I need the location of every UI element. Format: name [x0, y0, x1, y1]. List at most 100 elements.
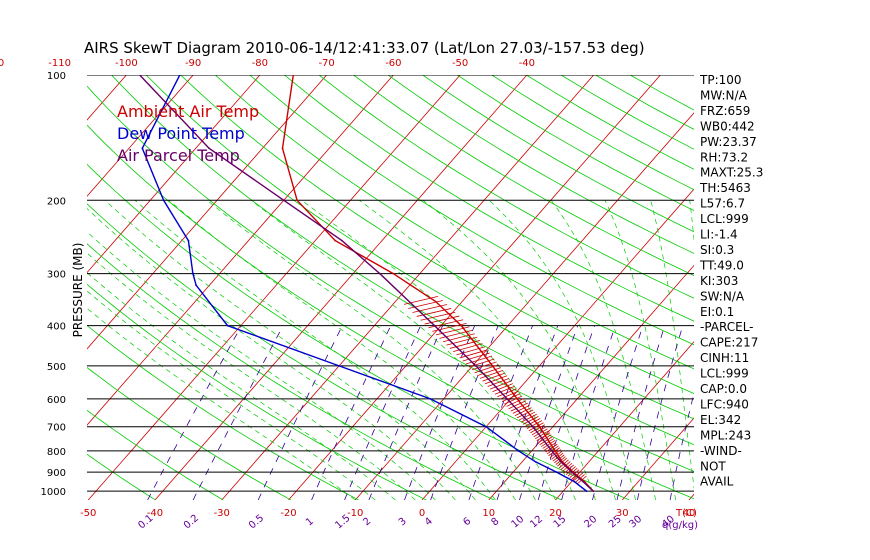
mixing-ratio-tick-label: 1: [304, 516, 316, 529]
series-point: [559, 460, 562, 463]
cape-hatch-line: [526, 420, 543, 429]
cape-hatch-line: [548, 447, 560, 457]
moist-adiabat-line: [87, 290, 376, 500]
bottom-temp-tick-label: 40: [683, 508, 696, 519]
series-point: [570, 471, 573, 474]
pressure-tick-label: 600: [47, 395, 66, 406]
isotherm-line: [221, 75, 594, 500]
series-point: [582, 481, 585, 483]
index-entry: NOT: [700, 459, 726, 473]
series-point: [338, 364, 340, 367]
series-point: [296, 199, 299, 202]
index-entry: SW:N/A: [700, 289, 745, 303]
axis-ticks: 1002003004005006007008009001000-120-110-…: [0, 58, 698, 531]
series-point: [554, 449, 557, 452]
cape-hatch-line: [528, 422, 544, 432]
index-entry: RH:73.2: [700, 150, 748, 164]
cape-hatch-line: [514, 407, 532, 417]
cape-hatch-line: [412, 304, 448, 313]
isotherm-line: [421, 188, 694, 500]
top-temp-tick-label: -50: [452, 58, 468, 69]
cape-hatch-line: [524, 418, 541, 427]
isotherm-line: [288, 75, 661, 500]
pressure-tick-label: 800: [47, 447, 66, 458]
series-point: [292, 75, 295, 76]
series-point: [573, 481, 576, 483]
cape-hatch-line: [516, 409, 534, 419]
top-temp-tick-label: -70: [318, 58, 334, 69]
series-point: [392, 272, 395, 275]
pressure-tick-label: 300: [47, 270, 66, 281]
index-entry: CAP:0.0: [700, 382, 747, 396]
mixing-ratio-line: [496, 325, 559, 500]
y-axis-label: PRESSURE (MB): [71, 243, 85, 338]
cape-hatch-line: [449, 340, 480, 349]
mixing-ratio-line: [404, 325, 476, 500]
cape-hatch-line: [446, 336, 478, 346]
mixing-ratio-line: [468, 325, 533, 500]
isotherm-line: [756, 75, 870, 500]
cape-hatch-line: [477, 367, 501, 376]
index-entry: WB0:442: [700, 119, 755, 133]
index-entry: TH:5463: [699, 181, 751, 195]
series-point: [141, 147, 144, 150]
mixing-ratio-tick-label: 3: [397, 516, 409, 529]
mixing-ratio-line: [192, 325, 284, 500]
dry-adiabat-line: [87, 163, 630, 500]
series-point: [208, 147, 210, 150]
cape-hatch-line: [501, 393, 521, 403]
index-entry: LFC:940: [700, 397, 749, 411]
cape-hatch-line: [416, 308, 452, 317]
moist-adiabat-line: [87, 307, 356, 500]
legend-entry: Air Parcel Temp: [117, 146, 240, 165]
top-temp-tick-label: -100: [115, 58, 138, 69]
pressure-tick-label: 700: [47, 423, 66, 434]
cape-hatch-line: [474, 364, 499, 374]
cape-hatch-line: [424, 315, 460, 325]
bottom-temp-tick-label: -30: [214, 508, 230, 519]
cape-hatch-line: [497, 388, 517, 398]
mixing-ratio-line: [637, 325, 684, 500]
mixing-ratio-tick-label: 12: [528, 514, 545, 531]
profile-series: [138, 75, 595, 493]
series-point: [550, 449, 553, 452]
cape-hatch-line: [533, 428, 548, 438]
series-point: [517, 449, 520, 452]
mixing-ratio-line: [311, 325, 392, 500]
cape-hatch-line: [543, 441, 557, 451]
bottom-temp-tick-label: -40: [147, 508, 163, 519]
legend-entry: Dew Point Temp: [117, 124, 245, 143]
dry-adiabat-line: [215, 75, 694, 370]
mixing-ratio-line: [669, 391, 694, 500]
bottom-temp-tick-label: 10: [482, 508, 495, 519]
mixing-ratio-tick-label: 4: [423, 516, 435, 529]
cape-hatch-line: [428, 319, 464, 329]
series-point: [178, 75, 181, 76]
mixing-ratio-line: [616, 325, 666, 500]
dry-adiabat-line: [318, 75, 694, 299]
mixing-ratio-tick-label: 10: [509, 514, 526, 531]
index-entry: PW:23.37: [700, 135, 757, 149]
dry-adiabat-line: [457, 75, 694, 212]
dry-adiabat-line: [87, 366, 292, 500]
isotherm-lines: [87, 75, 870, 500]
series-point: [475, 364, 477, 367]
dry-adiabat-line: [180, 75, 694, 394]
cape-hatch-line: [522, 416, 539, 425]
cape-hatch-line: [552, 452, 564, 462]
bottom-temp-tick-label: -20: [280, 508, 296, 519]
index-entry: LCL:999: [700, 212, 749, 226]
cape-hatch-line: [554, 454, 565, 464]
cape-hatch-line: [465, 355, 493, 365]
cape-hatch-line: [510, 402, 528, 412]
isotherm-line: [87, 75, 461, 500]
cape-hatch-line: [512, 405, 530, 414]
mixing-ratio-line: [344, 325, 422, 500]
series-point: [534, 460, 537, 463]
moist-adiabat-line: [168, 200, 516, 500]
cape-hatch-line: [479, 369, 504, 379]
index-entry: CINH:11: [700, 351, 749, 365]
cape-hatch-line: [462, 352, 490, 362]
moist-adiabat-line: [87, 272, 396, 500]
